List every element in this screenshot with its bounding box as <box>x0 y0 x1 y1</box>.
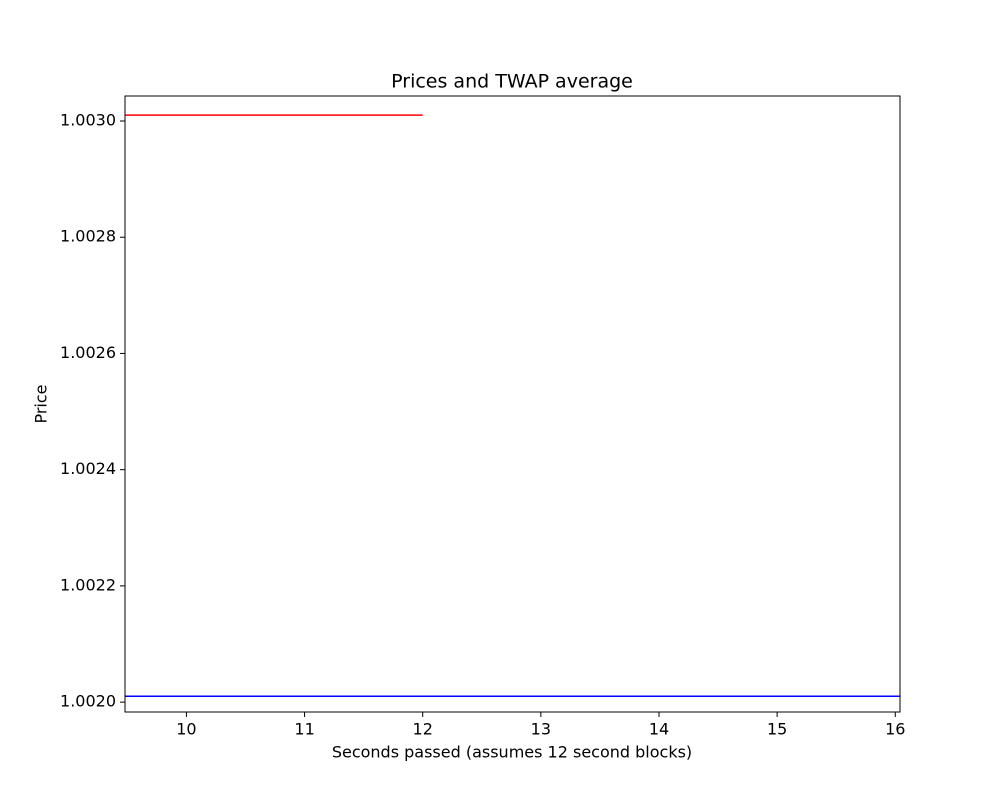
y-tick-label: 1.0020 <box>60 692 116 711</box>
y-tick-label: 1.0022 <box>60 575 116 594</box>
x-axis-label: Seconds passed (assumes 12 second blocks… <box>332 743 692 762</box>
x-tick-label: 10 <box>176 720 196 739</box>
y-tick-label: 1.0030 <box>60 110 116 129</box>
x-tick-label: 13 <box>531 720 551 739</box>
plot-area <box>125 114 900 698</box>
x-tick-label: 16 <box>885 720 905 739</box>
y-tick-label: 1.0026 <box>60 343 116 362</box>
x-tick-label: 14 <box>649 720 669 739</box>
y-tick-label: 1.0028 <box>60 227 116 246</box>
x-tick-label: 12 <box>413 720 433 739</box>
x-tick-label: 11 <box>294 720 314 739</box>
plot-frame <box>124 95 901 713</box>
chart-title: Prices and TWAP average <box>391 71 633 93</box>
y-axis-label: Price <box>32 384 51 423</box>
x-tick-label: 15 <box>767 720 787 739</box>
y-tick-label: 1.0024 <box>60 459 116 478</box>
